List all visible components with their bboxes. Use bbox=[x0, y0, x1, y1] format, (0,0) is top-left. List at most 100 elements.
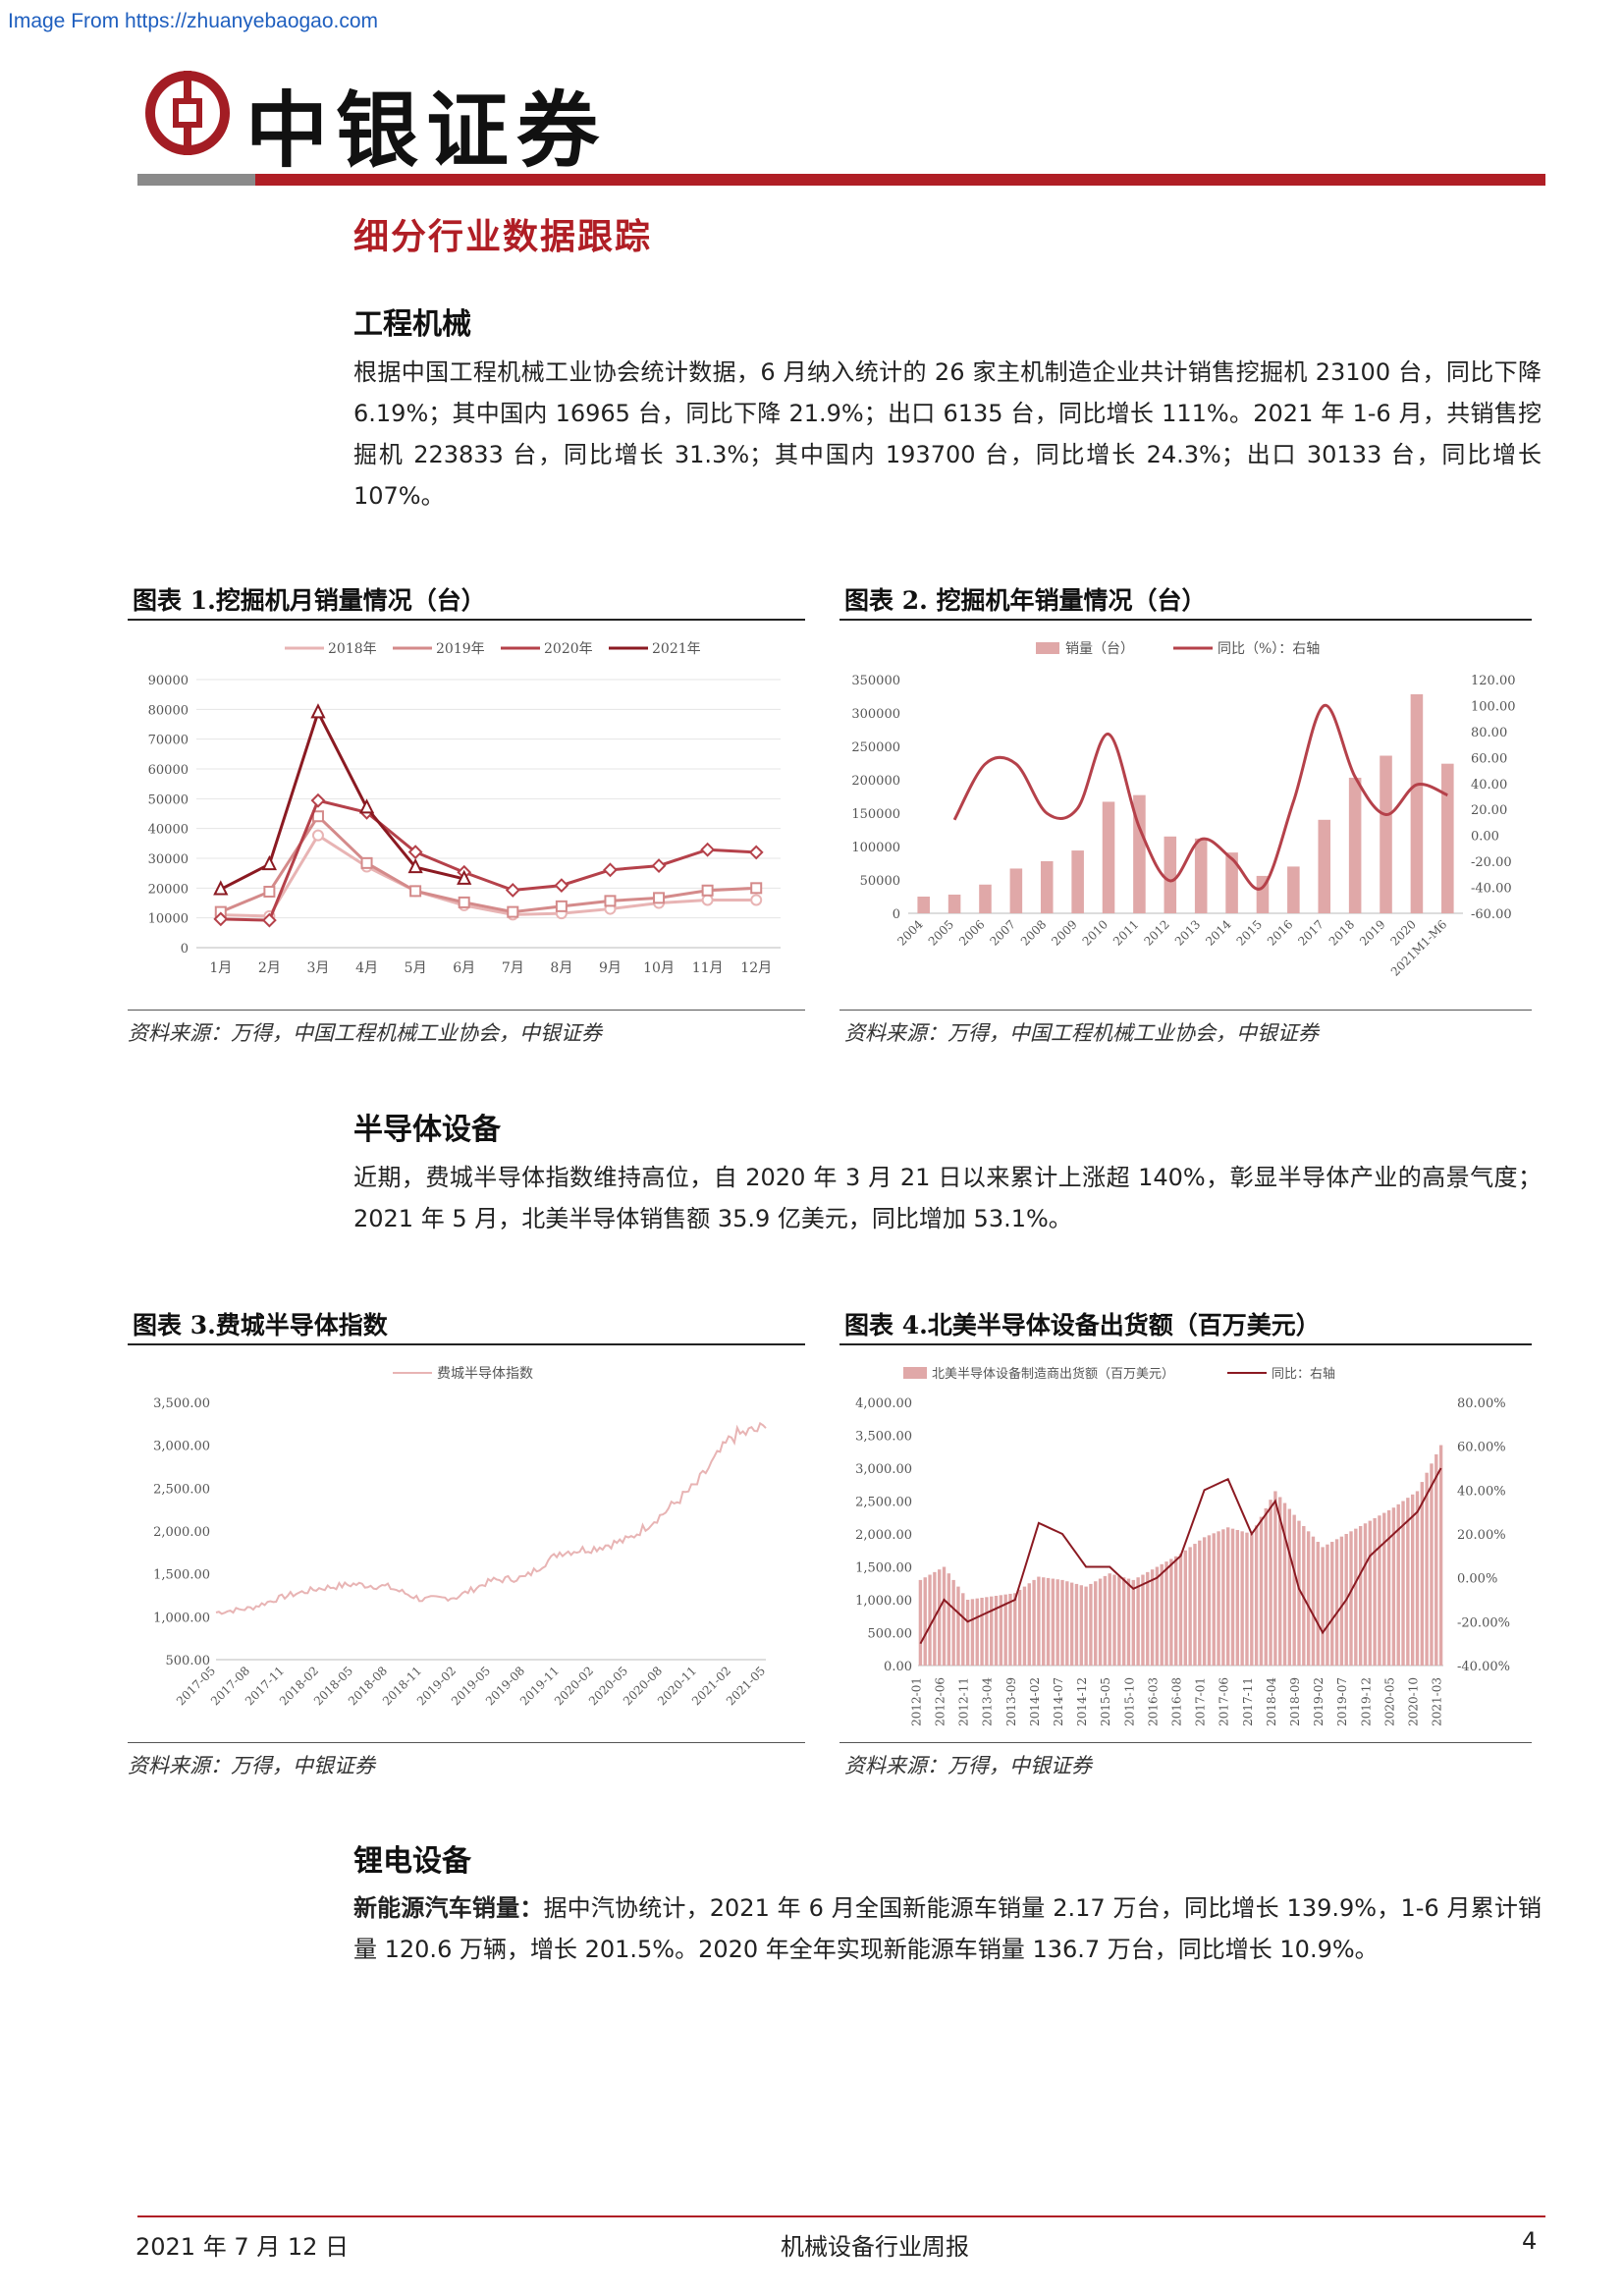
y-tick-label: 250000 bbox=[851, 740, 900, 755]
y-tick-label: 90000 bbox=[148, 674, 189, 688]
legend-label: 销量（台） bbox=[1065, 641, 1134, 657]
brand-name: 中银证券 bbox=[245, 82, 608, 179]
data-point bbox=[700, 842, 716, 857]
bar bbox=[1278, 1497, 1282, 1666]
bar bbox=[1334, 1539, 1339, 1666]
bar bbox=[1178, 1554, 1183, 1666]
x-tick-label: 2021-03 bbox=[1431, 1677, 1444, 1726]
bar bbox=[1164, 1561, 1168, 1666]
y-tick-label: 50000 bbox=[860, 874, 900, 889]
bar bbox=[1098, 1578, 1103, 1666]
bar bbox=[1194, 838, 1208, 913]
bar bbox=[1013, 1593, 1017, 1666]
bar bbox=[1297, 1520, 1301, 1666]
bar bbox=[1410, 693, 1424, 913]
x-tick-label: 4月 bbox=[355, 960, 378, 976]
bar bbox=[1198, 1540, 1202, 1666]
bar bbox=[980, 1597, 984, 1666]
y-tick-label: 0.00 bbox=[884, 1660, 912, 1674]
legend-label: 2020年 bbox=[544, 641, 593, 657]
y-tick-label: 2,000.00 bbox=[855, 1528, 912, 1543]
footer-rule bbox=[137, 2215, 1545, 2217]
bar bbox=[1410, 1494, 1415, 1666]
bar bbox=[1420, 1482, 1424, 1666]
bar bbox=[1133, 794, 1146, 913]
bar bbox=[1221, 1529, 1225, 1666]
bar bbox=[1207, 1535, 1212, 1666]
bar bbox=[1051, 1578, 1056, 1666]
y-tick-label: 20000 bbox=[148, 882, 189, 897]
x-tick-label: 2015 bbox=[1234, 917, 1265, 948]
x-tick-label: 11月 bbox=[692, 960, 724, 976]
bar bbox=[1071, 850, 1084, 913]
sec3-paragraph: 新能源汽车销量：据中汽协统计，2021 年 6 月全国新能源车销量 2.17 万… bbox=[353, 1887, 1542, 1970]
watermark-text: Image From https://zhuanyebaogao.com bbox=[8, 10, 379, 32]
bar bbox=[1188, 1547, 1192, 1666]
y2-tick-label: 120.00 bbox=[1471, 674, 1516, 688]
bar bbox=[1084, 1586, 1088, 1666]
sec3-heading: 锂电设备 bbox=[353, 1844, 471, 1879]
y-tick-label: 500.00 bbox=[166, 1654, 211, 1668]
x-tick-label: 2017-06 bbox=[1218, 1677, 1231, 1726]
bar bbox=[1321, 1547, 1325, 1666]
x-tick-label: 2019 bbox=[1357, 917, 1387, 948]
yoy-line bbox=[952, 703, 1448, 891]
sec3-text: 据中汽协统计，2021 年 6 月全国新能源车销量 2.17 万台，同比增长 1… bbox=[353, 1894, 1543, 1963]
y-tick-label: 1,000.00 bbox=[855, 1594, 912, 1609]
y-tick-label: 3,500.00 bbox=[855, 1430, 912, 1445]
bar bbox=[1235, 1529, 1240, 1666]
y2-tick-label: 80.00 bbox=[1471, 726, 1507, 740]
bar bbox=[1146, 1571, 1150, 1666]
data-point bbox=[750, 894, 763, 906]
data-point bbox=[603, 862, 618, 878]
x-tick-label: 2014-02 bbox=[1028, 1677, 1042, 1726]
y-tick-label: 350000 bbox=[851, 674, 900, 688]
x-tick-label: 2014 bbox=[1203, 917, 1234, 949]
x-tick-label: 2019-12 bbox=[1359, 1677, 1373, 1726]
bar bbox=[1022, 1586, 1027, 1666]
bar bbox=[1425, 1472, 1429, 1666]
y-tick-label: 3,000.00 bbox=[153, 1440, 210, 1454]
legend-label: 2019年 bbox=[436, 641, 485, 657]
bar bbox=[1169, 1558, 1173, 1666]
bar bbox=[1311, 1536, 1316, 1666]
data-point bbox=[407, 845, 423, 860]
bar bbox=[1435, 1453, 1438, 1666]
bar bbox=[1287, 1508, 1292, 1666]
x-tick-label: 2016 bbox=[1265, 917, 1295, 948]
y2-tick-label: 100.00 bbox=[1471, 699, 1516, 714]
bar bbox=[951, 1579, 955, 1666]
bar bbox=[1240, 1531, 1244, 1666]
series-line-2020年 bbox=[220, 798, 757, 922]
y2-tick-label: 0.00 bbox=[1471, 830, 1499, 845]
y-tick-label: 10000 bbox=[148, 912, 189, 927]
x-tick-label: 2012 bbox=[1141, 917, 1171, 948]
data-point bbox=[261, 854, 277, 871]
fig3-chart: 500.00 1,000.00 1,500.00 2,000.00 2,500.00 3,… bbox=[153, 1366, 768, 1708]
series-line-2018年 bbox=[220, 833, 757, 918]
x-tick-label: 2017 bbox=[1295, 917, 1326, 948]
x-tick-label: 2006 bbox=[956, 917, 987, 948]
bar bbox=[1040, 860, 1054, 913]
x-tick-label: 2013-09 bbox=[1004, 1677, 1018, 1726]
y-tick-label: 2,000.00 bbox=[153, 1525, 210, 1540]
bar bbox=[1273, 1491, 1277, 1666]
data-point bbox=[457, 869, 472, 885]
bar bbox=[1363, 1523, 1368, 1666]
yoy-line bbox=[919, 1467, 1442, 1645]
x-tick-label: 2005 bbox=[926, 917, 956, 948]
bar bbox=[1008, 1593, 1012, 1666]
bar bbox=[1074, 1583, 1079, 1666]
data-point bbox=[458, 896, 470, 908]
bar bbox=[1009, 868, 1023, 913]
bar bbox=[1108, 1573, 1111, 1666]
bar bbox=[1339, 1536, 1344, 1666]
legend-swatch bbox=[1036, 642, 1059, 654]
data-point bbox=[701, 894, 714, 906]
bar bbox=[1401, 1501, 1405, 1666]
bar bbox=[1017, 1589, 1022, 1666]
y2-tick-label: 0.00% bbox=[1457, 1572, 1497, 1587]
fig3-title-rule bbox=[128, 1343, 805, 1345]
y2-tick-label: -60.00 bbox=[1471, 907, 1512, 922]
data-point bbox=[263, 885, 276, 898]
